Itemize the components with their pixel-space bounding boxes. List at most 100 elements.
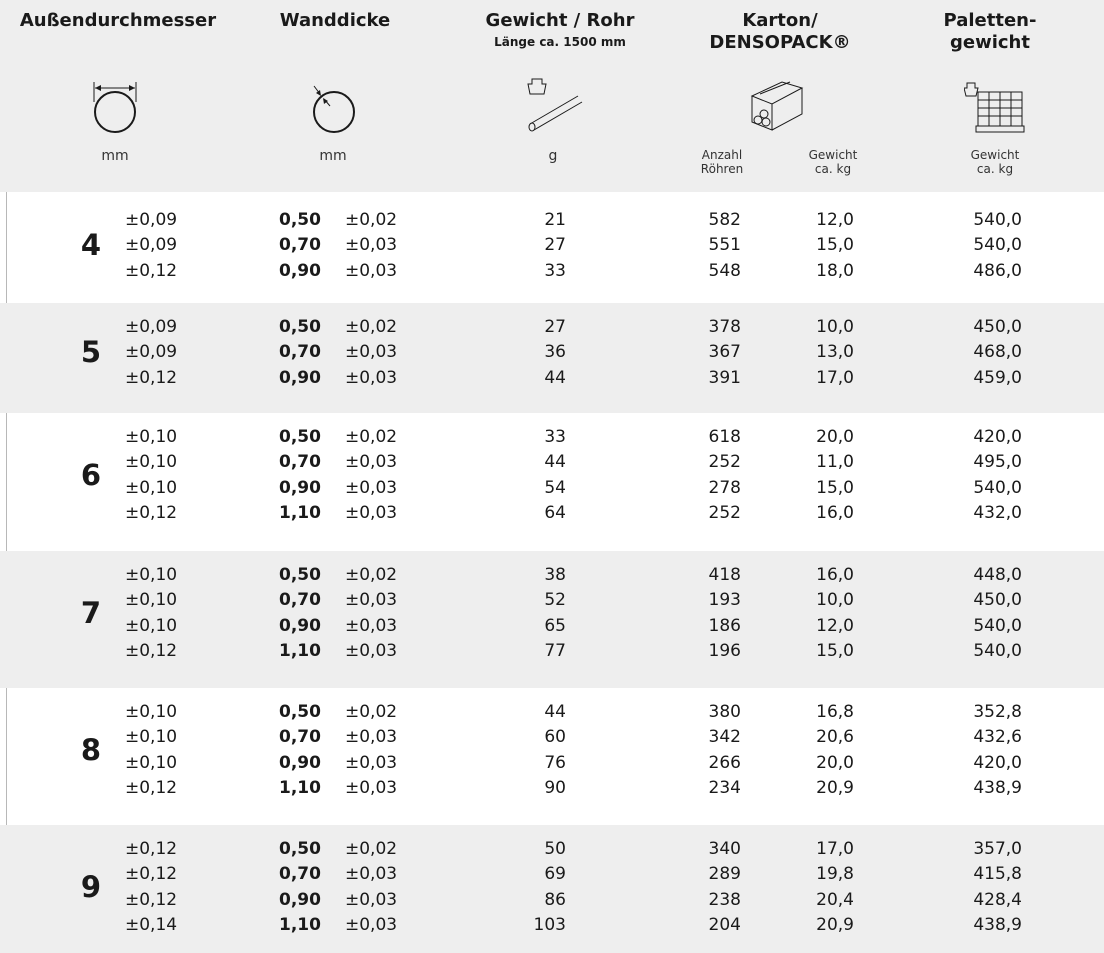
carton-weight-cell: 20,9 [816,914,854,935]
header-carton-label-line1: Karton/ [742,10,818,31]
tube-weight-cell: 77 [544,640,566,661]
wall-thickness-cell: 0,50 [279,427,321,447]
wall-tolerance-cell: ±0,02 [345,317,398,337]
tube-count-cell: 252 [708,502,741,523]
table-row: ±0,12 1,10 ±0,03 64 252 16,0 432,0 [0,501,1104,525]
outer-tolerance-cell: ±0,12 [125,640,178,661]
wall-tolerance-cell: ±0,03 [345,342,398,363]
tube-count-cell: 238 [708,889,741,910]
header-outer-diameter: Außendurchmesser [0,10,236,32]
wall-thickness-icon [313,85,355,133]
carton-weight-cell: 16,0 [816,565,854,585]
tube-count-cell: 340 [708,839,741,859]
outer-tolerance-cell: ±0,09 [125,317,178,337]
pallet-weight-cell: 432,6 [973,727,1022,748]
carton-weight-cell: 10,0 [816,317,854,337]
carton-weight-cell: 17,0 [816,839,854,859]
wall-thickness-cell: 1,10 [279,914,321,935]
tube-weight-cell: 65 [544,615,566,636]
wall-tolerance-cell: ±0,03 [345,727,398,748]
table-row: ±0,12 0,90 ±0,03 44 391 17,0 459,0 [0,366,1104,390]
outer-diameter-value: 7 [80,595,102,630]
tube-weight-cell: 27 [544,235,566,256]
tube-count-cell: 266 [708,752,741,773]
outer-tolerance-cell: ±0,10 [125,702,178,722]
wall-thickness-cell: 0,50 [279,210,321,230]
table-row: ±0,10 0,90 ±0,03 76 266 20,0 420,0 [0,751,1104,775]
wall-tolerance-cell: ±0,03 [345,590,398,611]
wall-thickness-cell: 0,90 [279,752,321,773]
table-row: ±0,10 0,90 ±0,03 54 278 15,0 540,0 [0,476,1104,500]
pallet-weight-cell: 450,0 [973,590,1022,611]
carton-icon [750,81,804,131]
header-pallet-label-line1: Paletten- [943,10,1037,31]
pallet-weight-cell: 540,0 [973,477,1022,498]
tube-count-cell: 367 [708,342,741,363]
tube-count-cell: 204 [708,914,741,935]
tube-weight-cell: 50 [544,839,566,859]
tube-count-cell: 342 [708,727,741,748]
tube-weight-cell: 86 [544,889,566,910]
outer-tolerance-cell: ±0,10 [125,752,178,773]
pallet-weight-cell: 448,0 [973,565,1022,585]
tube-weight-cell: 38 [544,565,566,585]
table-row: ±0,09 0,50 ±0,02 27 378 10,0 450,0 [0,315,1104,339]
carton-weight-cell: 20,4 [816,889,854,910]
tube-count-cell: 196 [708,640,741,661]
table-row: ±0,12 1,10 ±0,03 77 196 15,0 540,0 [0,639,1104,663]
pallet-weight-cell: 495,0 [973,452,1022,473]
carton-weight-cell: 12,0 [816,615,854,636]
wall-tolerance-cell: ±0,03 [345,864,398,885]
wall-tolerance-cell: ±0,03 [345,502,398,523]
outer-diameter-value: 6 [80,457,102,492]
wall-tolerance-cell: ±0,02 [345,210,398,230]
unit-pallet-weight: Gewicht ca. kg [962,148,1028,176]
wall-thickness-cell: 0,50 [279,565,321,585]
unit-pallet-weight-line2: ca. kg [976,162,1014,176]
table-row: ±0,09 0,70 ±0,03 36 367 13,0 468,0 [0,340,1104,364]
wall-tolerance-cell: ±0,03 [345,235,398,256]
unit-weight: g [548,148,558,164]
unit-count: Anzahl Röhren [692,148,752,176]
unit-carton-weight-line1: Gewicht [808,148,858,162]
unit-pallet-weight-line1: Gewicht [970,148,1020,162]
carton-weight-cell: 17,0 [816,367,854,388]
outer-tolerance-cell: ±0,12 [125,502,178,523]
wall-thickness-cell: 0,50 [279,839,321,859]
table-row: ±0,12 0,90 ±0,03 33 548 18,0 486,0 [0,259,1104,283]
wall-thickness-cell: 0,90 [279,889,321,910]
wall-tolerance-cell: ±0,03 [345,367,398,388]
carton-weight-cell: 13,0 [816,342,854,363]
unit-carton-weight-line2: ca. kg [814,162,852,176]
table-row: ±0,10 0,90 ±0,03 65 186 12,0 540,0 [0,614,1104,638]
pallet-weight-cell: 432,0 [973,502,1022,523]
outer-tolerance-cell: ±0,10 [125,727,178,748]
tube-count-cell: 378 [708,317,741,337]
pallet-weight-cell: 438,9 [973,914,1022,935]
tube-weight-cell: 21 [544,210,566,230]
wall-tolerance-cell: ±0,02 [345,702,398,722]
wall-thickness-cell: 1,10 [279,502,321,523]
pallet-weight-cell: 540,0 [973,235,1022,256]
pallet-weight-cell: 450,0 [973,317,1022,337]
unit-wall-thickness: mm [319,148,347,164]
tube-weight-cell: 44 [544,452,566,473]
wall-tolerance-cell: ±0,03 [345,615,398,636]
carton-weight-cell: 10,0 [816,590,854,611]
wall-tolerance-cell: ±0,03 [345,752,398,773]
carton-weight-cell: 11,0 [816,452,854,473]
carton-weight-cell: 20,9 [816,777,854,798]
unit-carton-weight: Gewicht ca. kg [800,148,866,176]
table-row: ±0,09 0,50 ±0,02 21 582 12,0 540,0 [0,208,1104,232]
tube-count-cell: 582 [708,210,741,230]
pallet-weight-cell: 352,8 [973,702,1022,722]
table-row: ±0,10 0,70 ±0,03 52 193 10,0 450,0 [0,588,1104,612]
wall-thickness-cell: 0,70 [279,342,321,363]
table-row: ±0,10 0,50 ±0,02 33 618 20,0 420,0 [0,425,1104,449]
table-row: ±0,10 0,70 ±0,03 60 342 20,6 432,6 [0,725,1104,749]
diameter-group: 8 ±0,10 0,50 ±0,02 44 380 16,8 352,8 ±0,10 0,70 ±0… [0,688,1104,825]
tube-count-cell: 551 [708,235,741,256]
wall-thickness-cell: 0,70 [279,452,321,473]
outer-diameter-value: 4 [80,228,102,263]
